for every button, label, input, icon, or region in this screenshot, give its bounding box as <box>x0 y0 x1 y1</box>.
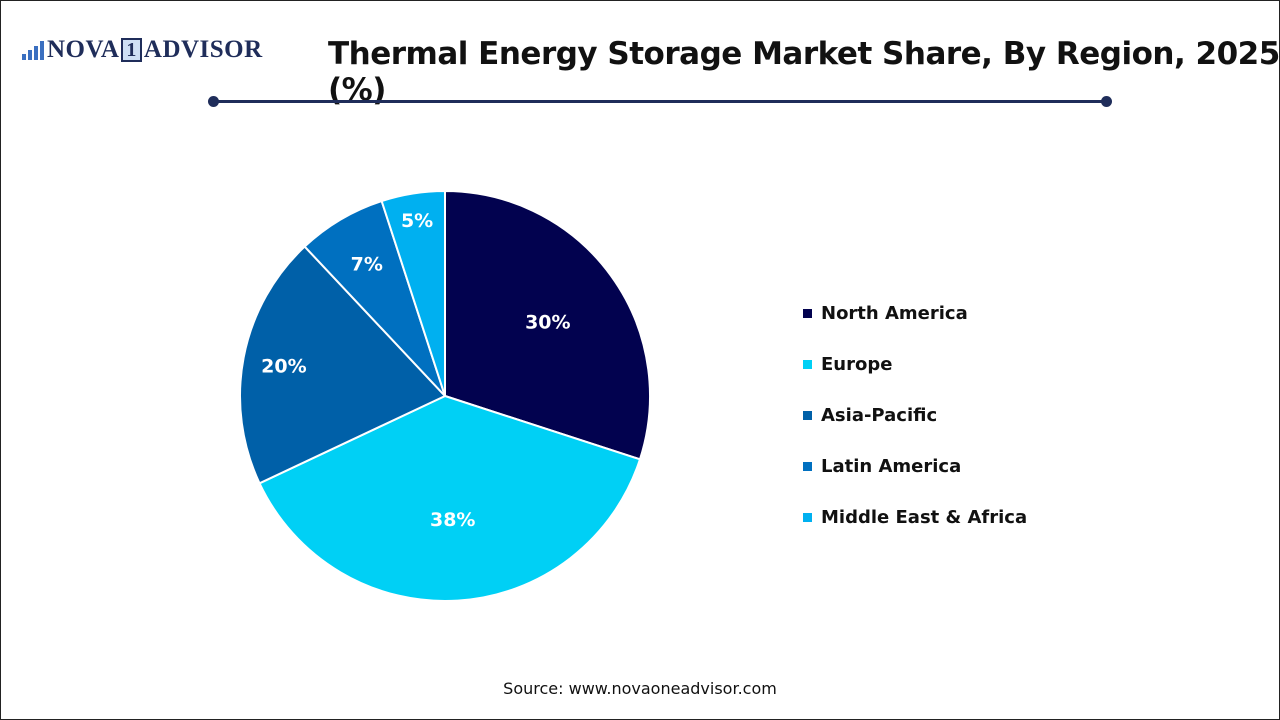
legend-item: Europe <box>803 339 1027 390</box>
divider-dot-left <box>208 96 219 107</box>
legend-swatch <box>803 411 812 420</box>
logo-text-right: ADVISOR <box>143 36 263 63</box>
slice-label: 20% <box>261 355 306 377</box>
pie-slice <box>239 245 447 485</box>
bar-chart-logo-icon <box>22 40 44 60</box>
legend-swatch <box>803 462 812 471</box>
legend-label: North America <box>821 303 968 324</box>
title-divider <box>213 100 1107 103</box>
legend-label: Asia-Pacific <box>821 405 938 426</box>
chart-title: Thermal Energy Storage Market Share, By … <box>328 36 1280 108</box>
legend-swatch <box>803 360 812 369</box>
legend-item: Middle East & Africa <box>803 492 1027 543</box>
pie-slice <box>444 189 651 461</box>
pie-slice <box>258 394 642 602</box>
logo-text-left: NOVA <box>47 36 120 63</box>
logo-digit: 1 <box>121 38 142 62</box>
chart-legend: North America Europe Asia-Pacific Latin … <box>803 288 1027 543</box>
pie-slice <box>380 189 446 397</box>
nova-advisor-logo: NOVA 1 ADVISOR <box>22 36 263 64</box>
legend-swatch <box>803 309 812 318</box>
legend-item: Latin America <box>803 441 1027 492</box>
legend-item: North America <box>803 288 1027 339</box>
slice-label: 38% <box>430 509 475 531</box>
slice-label: 7% <box>351 254 383 276</box>
source-note: Source: www.novaoneadvisor.com <box>503 679 777 698</box>
legend-label: Latin America <box>821 456 962 477</box>
slice-label: 5% <box>401 210 433 232</box>
slice-label: 30% <box>525 311 570 333</box>
legend-label: Middle East & Africa <box>821 507 1028 528</box>
divider-dot-right <box>1101 96 1112 107</box>
legend-item: Asia-Pacific <box>803 390 1027 441</box>
legend-label: Europe <box>821 354 893 375</box>
legend-swatch <box>803 513 812 522</box>
